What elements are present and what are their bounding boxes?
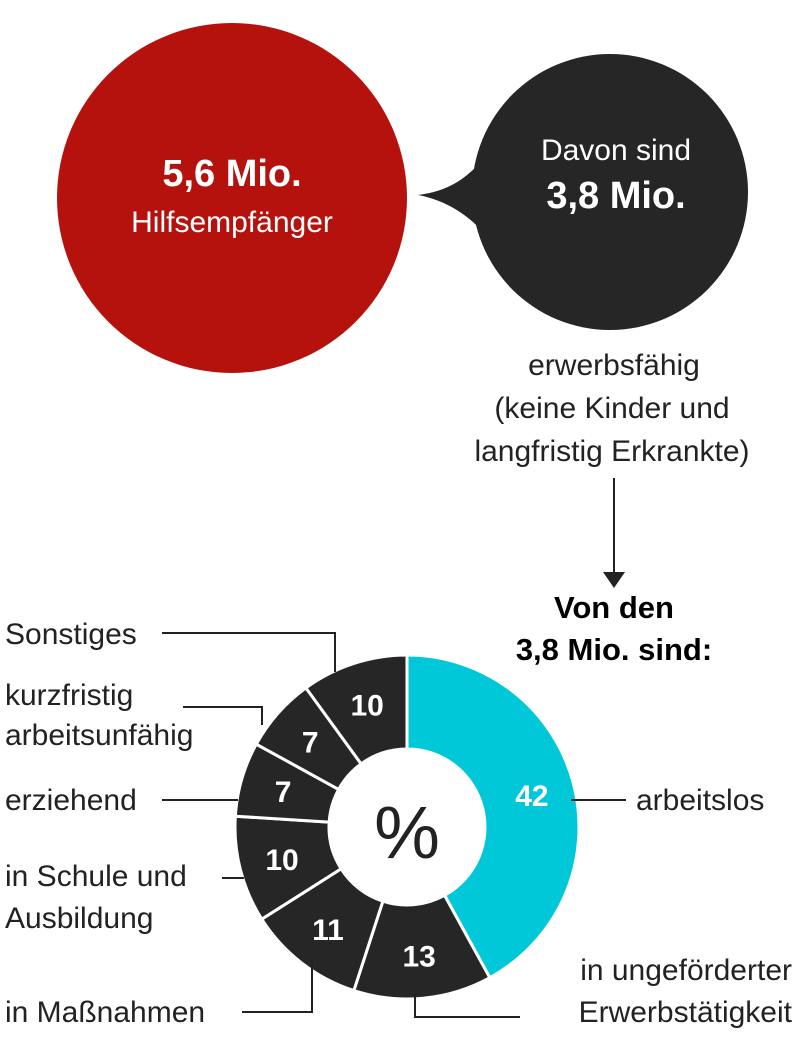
arrow-head xyxy=(603,572,625,588)
value-label-ungefoerdert: 13 xyxy=(402,940,435,973)
label-arbeitslos: arbeitslos xyxy=(636,784,764,817)
slice-labels: arbeitslos in ungeförderter Erwerbstätig… xyxy=(5,618,793,1029)
label-kurzfristig-1: kurzfristig xyxy=(5,679,133,712)
sub-desc-line-3: langfristig Erkrankte) xyxy=(474,435,749,468)
label-ungefoerdert-2: Erwerbstätigkeit xyxy=(579,996,793,1029)
sub-desc-line-2: (keine Kinder und xyxy=(494,392,729,425)
leader-kurzfristig xyxy=(183,706,263,725)
donut-hole xyxy=(329,749,485,905)
sub-desc-line-1: erwerbsfähig xyxy=(528,349,700,382)
pie-heading-line-2: 3,8 Mio. sind: xyxy=(516,632,712,667)
label-schule-1: in Schule und xyxy=(5,860,187,893)
leader-sonstiges xyxy=(162,632,336,672)
leader-ungefoerdert xyxy=(414,993,520,1018)
sub-intro: Davon sind xyxy=(541,134,691,167)
pie-heading-line-1: Von den xyxy=(554,590,674,625)
label-kurzfristig-2: arbeitsunfähig xyxy=(5,719,193,752)
label-ungefoerdert-1: in ungeförderter xyxy=(580,954,792,987)
center-symbol: % xyxy=(374,791,440,874)
value-label-schule: 10 xyxy=(265,844,298,877)
sub-circle xyxy=(472,54,748,330)
leader-massnahmen xyxy=(242,958,313,1013)
value-label-arbeitslos: 42 xyxy=(515,780,548,813)
value-label-sonstiges: 10 xyxy=(350,689,383,722)
label-erziehend: erziehend xyxy=(5,784,137,817)
bubble-tail xyxy=(418,150,490,238)
label-sonstiges: Sonstiges xyxy=(5,618,137,651)
label-massnahmen: in Maßnahmen xyxy=(5,996,205,1029)
donut-chart: 42 13 11 10 77 10 xyxy=(233,653,581,1001)
label-schule-2: Ausbildung xyxy=(5,902,153,935)
sub-value: 3,8 Mio. xyxy=(546,175,685,217)
total-label: Hilfsempfänger xyxy=(131,206,333,239)
total-circle xyxy=(57,23,407,373)
total-value: 5,6 Mio. xyxy=(162,153,301,195)
value-label-massnahmen: 11 xyxy=(312,914,344,947)
value-label-kurzfristig: 7 xyxy=(302,727,319,760)
value-label-erziehend: 7 xyxy=(275,776,292,809)
